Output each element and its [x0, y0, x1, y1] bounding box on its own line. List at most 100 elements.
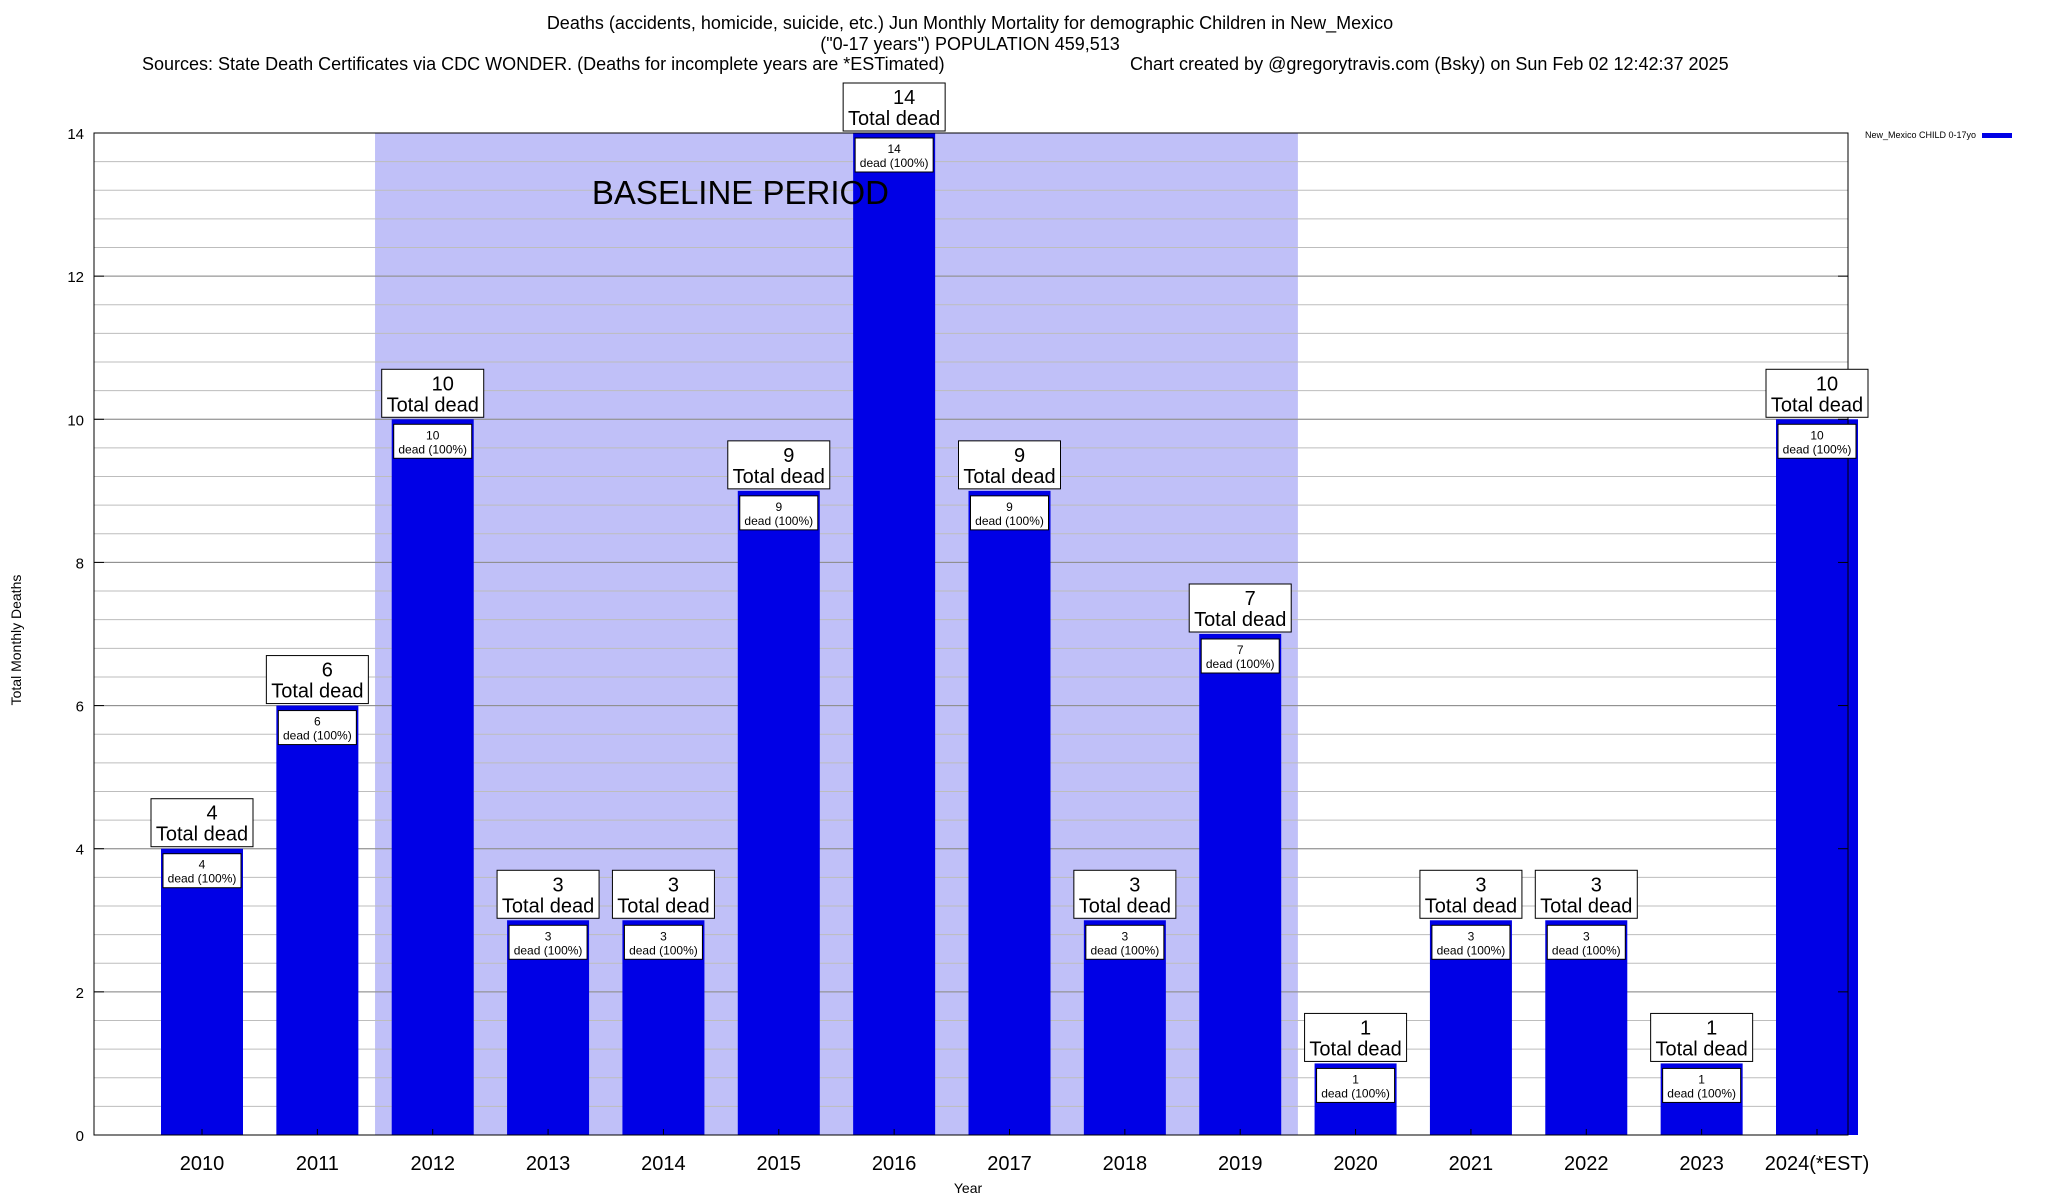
inner-value-label: 3 [1122, 929, 1129, 943]
inner-value-label: 3 [545, 929, 552, 943]
inner-value-label: 9 [1006, 500, 1013, 514]
bar-2012 [391, 419, 474, 1135]
inner-value-label: 14 [887, 142, 901, 156]
total-dead-label: Total dead [963, 466, 1055, 488]
bar-2019 [1199, 634, 1282, 1135]
total-dead-label: Total dead [1425, 895, 1517, 917]
inner-label-box [1085, 924, 1165, 960]
chart-sources: Sources: State Death Certificates via CD… [142, 54, 945, 74]
total-dead-label: Total dead [502, 895, 594, 917]
inner-percent-label: dead (100%) [1667, 1086, 1736, 1100]
inner-percent-label: dead (100%) [1437, 943, 1506, 957]
total-dead-label: Total dead [1771, 394, 1863, 416]
legend-label: New_Mexico CHILD 0-17yo [1865, 130, 1977, 140]
inner-percent-label: dead (100%) [1552, 943, 1621, 957]
x-axis-label: Year [953, 1180, 983, 1196]
inner-percent-label: dead (100%) [1090, 943, 1159, 957]
total-label-box [150, 798, 254, 848]
x-tick-label: 2016 [872, 1153, 917, 1175]
inner-value-label: 3 [1583, 929, 1590, 943]
x-tick-label: 2012 [410, 1153, 455, 1175]
inner-value-label: 7 [1237, 643, 1244, 657]
x-tick-label: 2017 [987, 1153, 1032, 1175]
total-label-box [1419, 869, 1523, 919]
bar-2015 [737, 490, 820, 1135]
inner-percent-label: dead (100%) [860, 156, 929, 170]
total-value-label: 14 [893, 87, 915, 109]
total-dead-label: Total dead [617, 895, 709, 917]
inner-value-label: 10 [1810, 428, 1824, 442]
x-tick-label: 2020 [1333, 1153, 1378, 1175]
total-label-box [727, 440, 831, 490]
inner-label-box [162, 853, 242, 889]
total-value-label: 3 [668, 874, 679, 896]
y-tick-label: 14 [67, 126, 84, 143]
total-value-label: 1 [1360, 1017, 1371, 1039]
inner-percent-label: dead (100%) [398, 442, 467, 456]
baseline-period-label: BASELINE PERIOD [592, 174, 889, 211]
total-dead-label: Total dead [1194, 609, 1286, 631]
inner-label-box [623, 924, 703, 960]
bar-2016 [853, 133, 936, 1135]
y-tick-label: 0 [76, 1128, 84, 1145]
x-tick-label: 2023 [1679, 1153, 1724, 1175]
y-tick-label: 6 [76, 699, 84, 716]
inner-value-label: 6 [314, 715, 321, 729]
inner-label-box [970, 495, 1049, 531]
inner-label-box [1431, 924, 1511, 960]
inner-value-label: 3 [660, 929, 667, 943]
bar-layer [161, 133, 1858, 1135]
total-label-box [611, 869, 715, 919]
legend-swatch [1982, 132, 2013, 138]
total-value-label: 10 [1816, 373, 1838, 395]
chart-subtitle: ("0-17 years") POPULATION 459,513 [820, 34, 1120, 54]
plot-frame [93, 132, 1849, 1136]
total-value-label: 9 [1014, 445, 1025, 467]
total-dead-label: Total dead [733, 466, 825, 488]
inner-label-box [854, 137, 934, 173]
total-value-label: 3 [553, 874, 564, 896]
x-tick-label: 2022 [1564, 1153, 1609, 1175]
bar-2017 [968, 490, 1051, 1135]
total-dead-label: Total dead [848, 108, 940, 130]
y-tick-label: 12 [67, 269, 84, 286]
total-value-label: 7 [1245, 588, 1256, 610]
bar-2024(*EST) [1776, 419, 1858, 1135]
total-value-label: 6 [322, 660, 333, 682]
total-label-box [1534, 869, 1638, 919]
total-value-label: 10 [432, 373, 454, 395]
total-dead-label: Total dead [1655, 1038, 1747, 1060]
inner-percent-label: dead (100%) [168, 872, 237, 886]
legend: New_Mexico CHILD 0-17yo [1865, 130, 2013, 140]
x-tick-label: 2018 [1103, 1153, 1148, 1175]
inner-percent-label: dead (100%) [975, 514, 1044, 528]
x-tick-label: 2024(*EST) [1765, 1153, 1870, 1175]
inner-percent-label: dead (100%) [514, 943, 583, 957]
total-label-box [265, 655, 369, 705]
total-dead-label: Total dead [387, 394, 479, 416]
total-value-label: 3 [1475, 874, 1486, 896]
chart-title: Deaths (accidents, homicide, suicide, et… [546, 13, 1394, 33]
inner-value-label: 10 [426, 428, 440, 442]
inner-value-label: 1 [1698, 1072, 1705, 1086]
inner-label-box [1200, 638, 1280, 674]
total-value-label: 3 [1129, 874, 1140, 896]
inner-label-box [739, 495, 819, 531]
total-label-box [496, 869, 600, 919]
inner-label-box [1316, 1067, 1396, 1103]
y-tick-label: 2 [76, 985, 84, 1002]
total-label-box [958, 440, 1061, 490]
inner-value-label: 4 [199, 858, 206, 872]
inner-label-box [1662, 1067, 1742, 1103]
total-label-box [381, 368, 485, 418]
x-tick-label: 2021 [1449, 1153, 1494, 1175]
x-tick-label: 2019 [1218, 1153, 1263, 1175]
x-tick-label: 2011 [296, 1153, 339, 1175]
total-value-label: 9 [783, 445, 794, 467]
inner-value-label: 9 [775, 500, 782, 514]
inner-percent-label: dead (100%) [1321, 1086, 1390, 1100]
chart-credit: Chart created by @gregorytravis.com (Bsk… [1130, 54, 1729, 74]
